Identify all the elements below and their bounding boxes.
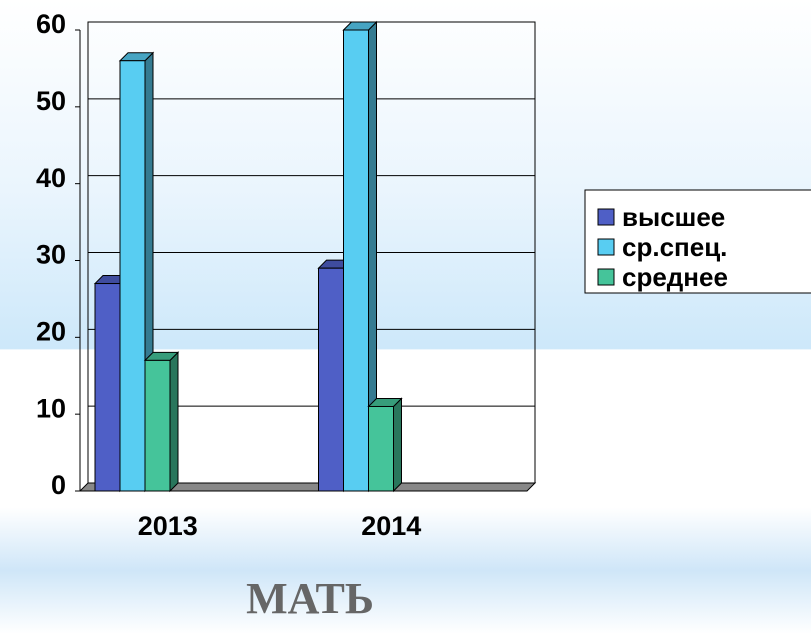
legend-label: ср.спец. [622, 232, 727, 262]
bar [94, 283, 121, 492]
bar-side [169, 351, 179, 493]
legend-label: высшее [622, 202, 725, 232]
x-tick-label: 2013 [138, 511, 198, 541]
y-tick-label: 60 [36, 9, 66, 39]
y-tick-label: 0 [51, 470, 66, 500]
legend-swatch [597, 208, 615, 226]
bar [119, 60, 146, 492]
bar [343, 29, 369, 492]
y-tick-label: 20 [36, 316, 66, 346]
bar [144, 359, 171, 492]
y-tick-label: 40 [36, 163, 66, 193]
bar [368, 405, 394, 492]
x-tick-label: 2014 [361, 511, 421, 541]
legend-swatch [597, 268, 615, 286]
y-tick-label: 30 [36, 240, 66, 270]
bar-side [393, 397, 402, 493]
bar [318, 267, 344, 492]
y-tick-label: 50 [36, 86, 66, 116]
legend-swatch [597, 238, 615, 256]
legend-label: среднее [622, 262, 728, 292]
y-tick-label: 10 [36, 393, 66, 423]
chart-title: МАТЬ [246, 574, 374, 623]
legend-box [584, 189, 811, 294]
